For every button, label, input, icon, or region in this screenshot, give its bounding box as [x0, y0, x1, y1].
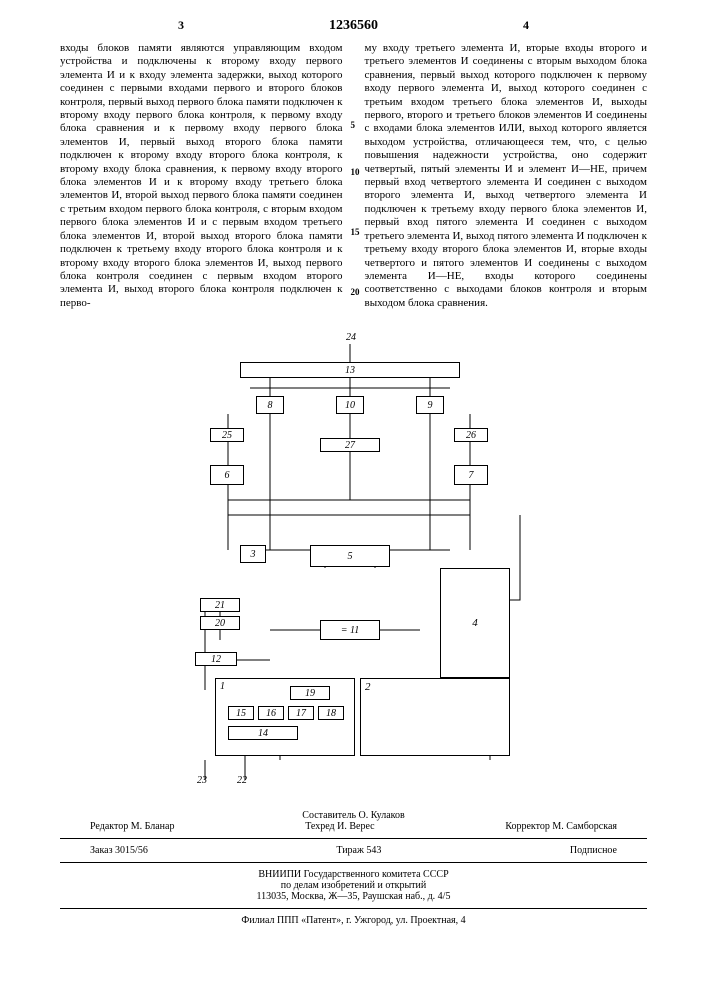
box-7: 7: [454, 465, 488, 485]
right-column-text: му входу третьего элемента И, вторые вхо…: [365, 42, 648, 309]
footer-order: Заказ 3015/56: [90, 845, 148, 856]
box-3: 3: [240, 545, 266, 563]
box-11: = 11: [320, 620, 380, 640]
footer-tech: Техред И. Верес: [305, 821, 374, 832]
box-14: 14: [228, 726, 298, 740]
line-marker-15: 15: [351, 227, 360, 238]
label-24: 24: [346, 332, 356, 343]
box-19: 19: [290, 686, 330, 700]
footer-filial: Филиал ППП «Патент», г. Ужгород, ул. Про…: [60, 915, 647, 926]
box-20: 20: [200, 616, 240, 630]
left-column: входы блоков памяти являются управляющим…: [60, 42, 343, 310]
circuit-diagram: 24 13 8 10 9 25 26 27 6 7 3 5 4 21 20 = …: [150, 350, 550, 780]
box-13: 13: [240, 362, 460, 378]
box-21: 21: [200, 598, 240, 612]
footer-sub: Подписное: [570, 845, 617, 856]
text-columns: входы блоков памяти являются управляющим…: [60, 42, 647, 310]
box-25: 25: [210, 428, 244, 442]
footer-org2: по делам изобретений и открытий: [60, 880, 647, 891]
line-marker-10: 10: [351, 167, 360, 178]
footer-editor: Редактор М. Бланар: [90, 821, 174, 832]
page-number-left: 3: [178, 18, 184, 33]
footer-org1: ВНИИПИ Государственного комитета СССР: [60, 869, 647, 880]
footer: Составитель О. Кулаков Редактор М. Блана…: [60, 810, 647, 926]
box-4: 4: [440, 568, 510, 678]
box-8: 8: [256, 396, 284, 414]
label-22: 22: [237, 775, 247, 786]
box-16: 16: [258, 706, 284, 720]
footer-rule-3: [60, 908, 647, 909]
line-marker-20: 20: [351, 287, 360, 298]
box-17: 17: [288, 706, 314, 720]
footer-tirage: Тираж 543: [336, 845, 381, 856]
box-5: 5: [310, 545, 390, 567]
box-2: 2: [360, 678, 510, 756]
line-marker-5: 5: [351, 120, 356, 131]
box-26: 26: [454, 428, 488, 442]
box-12: 12: [195, 652, 237, 666]
footer-rule-2: [60, 862, 647, 863]
box-27: 27: [320, 438, 380, 452]
box-9: 9: [416, 396, 444, 414]
box-15: 15: [228, 706, 254, 720]
page-number-right: 4: [523, 18, 529, 33]
footer-rule-1: [60, 838, 647, 839]
label-23: 23: [197, 775, 207, 786]
footer-compiler: Составитель О. Кулаков: [60, 810, 647, 821]
box-18: 18: [318, 706, 344, 720]
box-10: 10: [336, 396, 364, 414]
right-column: му входу третьего элемента И, вторые вхо…: [365, 42, 648, 310]
footer-corrector: Корректор М. Самборская: [505, 821, 617, 832]
footer-addr: 113035, Москва, Ж—35, Раушская наб., д. …: [60, 891, 647, 902]
document-number: 1236560: [329, 18, 378, 34]
box-6: 6: [210, 465, 244, 485]
